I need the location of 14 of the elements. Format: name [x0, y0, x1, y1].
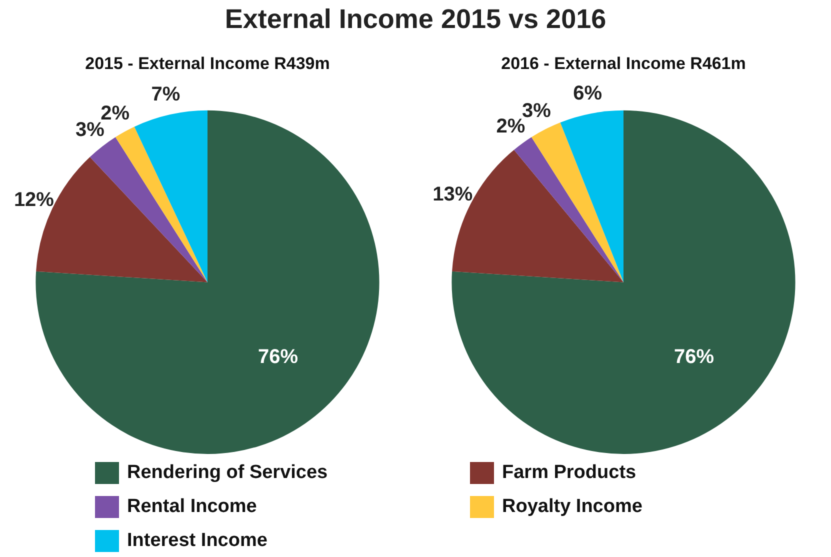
- data-label: 12%: [14, 189, 54, 212]
- chart-subtitle: 2016 - External Income R461m: [501, 54, 746, 73]
- legend-label: Rental Income: [127, 496, 257, 518]
- legend-label: Rendering of Services: [127, 462, 328, 484]
- chart-title: External Income 2015 vs 2016: [224, 4, 608, 35]
- legend-label: Farm Products: [502, 462, 636, 484]
- legend-label: Royalty Income: [502, 496, 642, 518]
- data-label: 76%: [674, 346, 714, 368]
- data-label: 7%: [151, 84, 180, 106]
- legend-label: Interest Income: [127, 530, 268, 552]
- data-label: 6%: [573, 82, 602, 104]
- data-label: 13%: [432, 184, 473, 206]
- chart-subtitle: 2015 - External Income R439m: [85, 54, 330, 73]
- data-label: 76%: [258, 346, 298, 368]
